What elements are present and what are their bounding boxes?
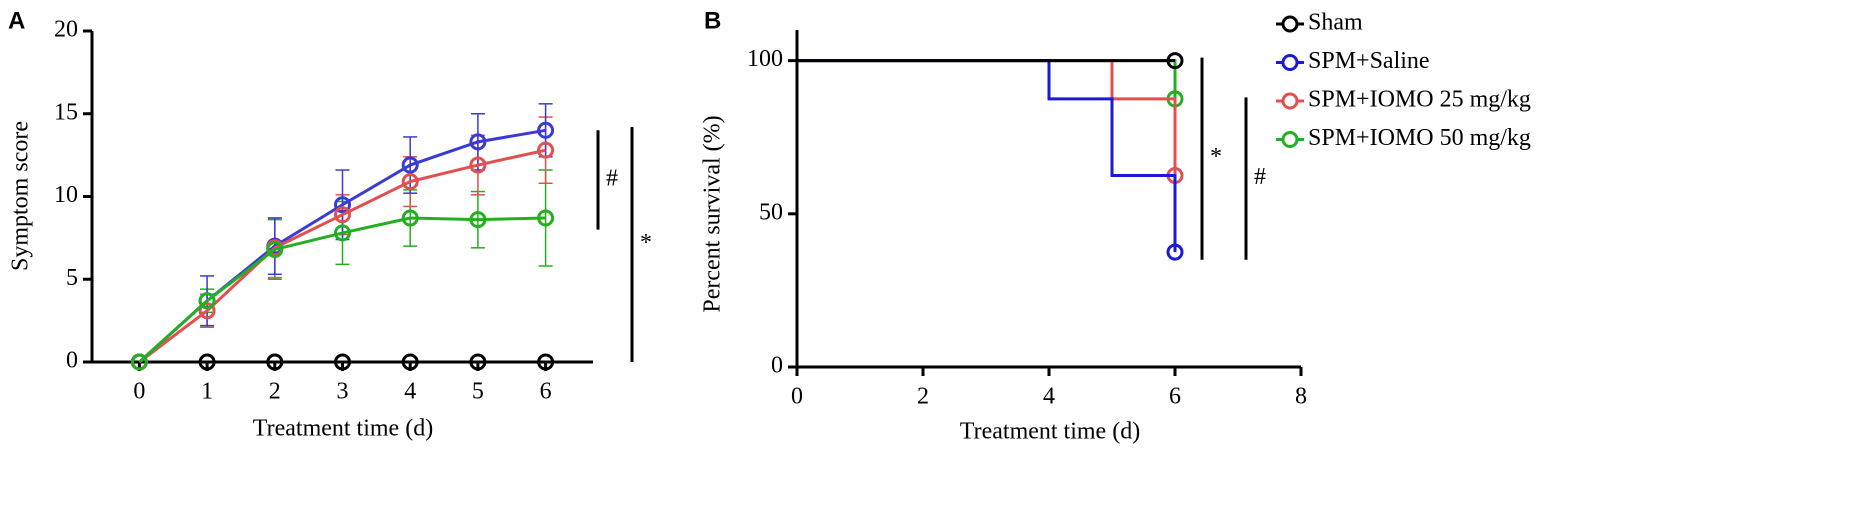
- marker: [401, 173, 419, 191]
- legend-marker: [1281, 15, 1299, 33]
- y-tick-label: 5: [66, 265, 78, 291]
- x-axis-label: Treatment time (d): [960, 419, 1140, 445]
- legend-label: SPM+IOMO 25 mg/kg: [1308, 87, 1531, 113]
- legend-marker: [1281, 92, 1299, 110]
- marker: [198, 292, 216, 310]
- y-tick-label: 0: [771, 353, 783, 379]
- x-tick-label: 6: [540, 379, 552, 405]
- marker: [401, 353, 419, 371]
- x-tick-label: 2: [917, 384, 929, 410]
- x-tick-label: 2: [269, 379, 281, 405]
- y-tick-label: 50: [759, 199, 783, 225]
- series-line: [138, 216, 546, 364]
- annotation: *: [1210, 144, 1222, 170]
- marker: [469, 353, 487, 371]
- marker: [198, 353, 216, 371]
- x-tick-label: 3: [337, 379, 349, 405]
- legend-label: SPM+IOMO 50 mg/kg: [1308, 125, 1531, 151]
- legend-label: Sham: [1308, 10, 1363, 36]
- marker: [198, 302, 216, 320]
- panel-label: B: [704, 7, 721, 34]
- marker: [537, 353, 555, 371]
- marker: [537, 141, 555, 159]
- x-axis-label: Treatment time (d): [253, 416, 433, 442]
- survival-curve: [797, 59, 1177, 253]
- annotation: *: [640, 230, 652, 256]
- x-tick-label: 6: [1169, 384, 1181, 410]
- annotation: #: [1254, 164, 1266, 190]
- annotation: #: [606, 165, 618, 191]
- panel-label: A: [8, 7, 25, 34]
- marker: [537, 209, 555, 227]
- x-tick-label: 4: [1043, 384, 1055, 410]
- y-axis-label: Symptom score: [8, 121, 34, 271]
- x-tick-label: 4: [404, 379, 416, 405]
- x-tick-label: 0: [791, 384, 803, 410]
- marker: [334, 196, 351, 214]
- marker: [401, 156, 419, 174]
- legend-marker: [1281, 131, 1299, 148]
- y-tick-label: 0: [66, 348, 78, 374]
- marker: [1166, 243, 1184, 261]
- x-tick-label: 0: [133, 379, 145, 405]
- marker: [266, 240, 284, 258]
- y-tick-label: 15: [54, 99, 78, 125]
- series-line: [138, 148, 546, 364]
- marker: [130, 353, 148, 371]
- legend-label: SPM+Saline: [1308, 48, 1430, 74]
- marker: [537, 121, 555, 139]
- marker: [1166, 52, 1184, 70]
- y-tick-label: 20: [54, 17, 78, 43]
- marker: [469, 133, 487, 151]
- marker: [469, 156, 487, 174]
- marker: [334, 224, 351, 242]
- x-tick-label: 5: [472, 379, 484, 405]
- survival-curve: [797, 59, 1177, 99]
- marker: [334, 353, 351, 371]
- marker: [469, 211, 487, 229]
- y-tick-label: 10: [54, 182, 78, 208]
- survival-curve: [797, 59, 1177, 176]
- y-tick-label: 100: [747, 46, 783, 72]
- marker: [334, 206, 351, 224]
- marker: [266, 353, 284, 371]
- x-tick-label: 1: [201, 379, 213, 405]
- x-tick-label: 8: [1295, 384, 1307, 410]
- marker: [401, 209, 419, 227]
- y-axis-label: Percent survival (%): [700, 115, 726, 312]
- legend-marker: [1281, 54, 1299, 71]
